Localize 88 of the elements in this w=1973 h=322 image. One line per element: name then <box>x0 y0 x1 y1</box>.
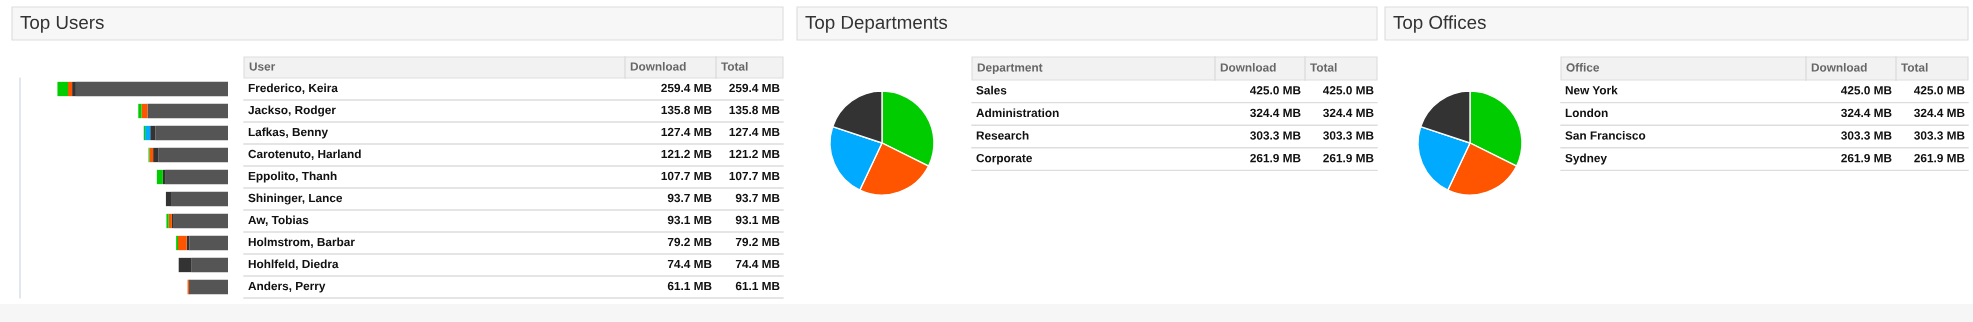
y-tick-label: Hohlfeld, Diedra <box>248 259 339 270</box>
chart-title: Top Offices <box>1393 15 1486 33</box>
text: Download <box>1811 63 1867 72</box>
text: 425.0 MB <box>1250 86 1301 95</box>
text: 259.4 MB <box>729 83 780 93</box>
bar <box>57 81 69 97</box>
bar <box>189 279 228 295</box>
text: 425.0 MB <box>1841 86 1892 95</box>
text: Department <box>977 63 1043 74</box>
text: 127.4 MB <box>729 127 780 137</box>
y-tick-label: Eppolito, Thanh <box>248 171 337 183</box>
text: 93.1 MB <box>735 215 780 225</box>
y-tick-label: Jackso, Rodger <box>248 105 336 117</box>
bar <box>150 125 156 141</box>
text: 93.7 MB <box>667 193 712 203</box>
bar <box>153 147 159 163</box>
bar <box>165 169 228 185</box>
text: Sydney <box>1565 153 1607 165</box>
text: London <box>1565 108 1608 118</box>
text: 425.0 MB <box>1323 86 1374 95</box>
y-tick-label: Anders, Perry <box>248 281 326 293</box>
text: 135.8 MB <box>729 105 780 115</box>
text: 79.2 MB <box>735 237 780 247</box>
text: 121.2 MB <box>661 149 712 159</box>
text: 93.1 MB <box>667 215 712 225</box>
bar <box>75 81 228 97</box>
text: 425.0 MB <box>1914 86 1965 95</box>
text: Office <box>1566 63 1600 72</box>
text: 324.4 MB <box>1841 108 1892 118</box>
text: 127.4 MB <box>661 127 712 137</box>
text: 303.3 MB <box>1323 131 1374 140</box>
text: 79.2 MB <box>667 237 712 247</box>
bar <box>173 213 228 229</box>
text: 324.4 MB <box>1323 108 1374 118</box>
text: 74.4 MB <box>735 259 780 269</box>
bar <box>191 257 228 273</box>
bar <box>171 191 228 207</box>
text: Total <box>721 62 748 71</box>
text: 121.2 MB <box>729 149 780 159</box>
bar <box>72 81 76 97</box>
y-tick-label: Holmstrom, Barbar <box>248 237 355 248</box>
text: 261.9 MB <box>1323 153 1374 163</box>
bar <box>158 147 228 163</box>
text: 303.3 MB <box>1841 131 1892 140</box>
text: 324.4 MB <box>1914 108 1965 118</box>
chart-title: Top Users <box>20 15 104 33</box>
text: San Francisco <box>1565 131 1646 140</box>
bar <box>149 147 154 163</box>
y-tick-label: Lafkas, Benny <box>248 127 328 139</box>
bar <box>165 191 172 207</box>
text: 259.4 MB <box>661 83 712 93</box>
text: 107.7 MB <box>661 171 712 181</box>
text: 303.3 MB <box>1250 131 1301 140</box>
bar <box>155 125 228 141</box>
bar <box>145 125 151 141</box>
bar <box>68 81 73 97</box>
text: Total <box>1901 63 1928 72</box>
bar <box>178 235 187 251</box>
text: New York <box>1565 85 1618 95</box>
text: Download <box>1220 63 1276 72</box>
y-tick-label: Carotenuto, Harland <box>248 149 361 160</box>
text: 93.7 MB <box>735 193 780 203</box>
text: 74.4 MB <box>667 259 712 269</box>
text: 261.9 MB <box>1914 153 1965 163</box>
bar <box>147 103 228 119</box>
text: 324.4 MB <box>1250 108 1301 118</box>
text: 261.9 MB <box>1841 153 1892 163</box>
text: Research <box>976 131 1029 140</box>
text: 61.1 MB <box>735 281 780 291</box>
text: Total <box>1310 63 1337 72</box>
text: 135.8 MB <box>661 105 712 115</box>
bar <box>138 103 142 119</box>
y-tick-label: Shininger, Lance <box>248 193 343 205</box>
y-tick-label: Aw, Tobias <box>248 215 309 226</box>
chart-title: Top Departments <box>805 15 948 33</box>
bar <box>156 169 163 185</box>
bar <box>189 235 228 251</box>
text: Administration <box>976 108 1059 118</box>
bar <box>178 257 192 273</box>
text: Corporate <box>976 153 1033 165</box>
text: Sales <box>976 85 1007 95</box>
text: User <box>249 62 276 71</box>
text: 61.1 MB <box>667 281 712 291</box>
text: 107.7 MB <box>729 171 780 181</box>
text: 261.9 MB <box>1250 153 1301 163</box>
text: 303.3 MB <box>1914 131 1965 140</box>
text: Download <box>630 62 686 71</box>
y-tick-label: Frederico, Keira <box>248 83 338 94</box>
